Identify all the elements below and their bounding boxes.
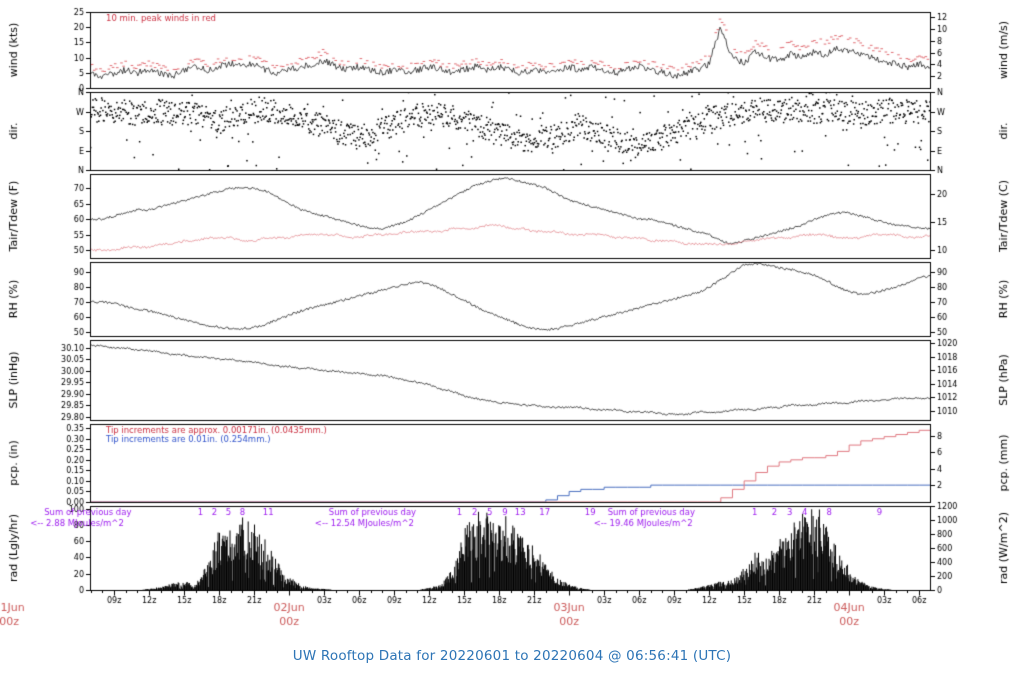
chart-canvas	[0, 0, 1024, 640]
figure-caption: UW Rooftop Data for 20220601 to 20220604…	[292, 648, 732, 664]
